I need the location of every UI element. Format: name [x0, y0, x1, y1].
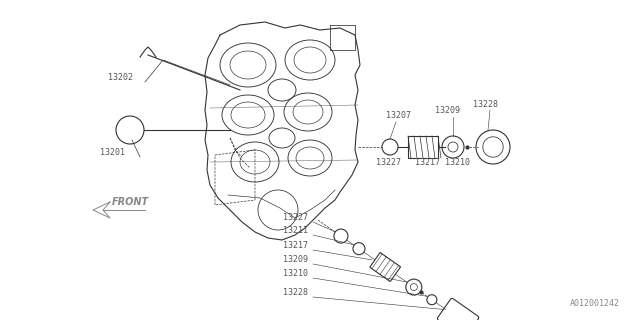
Text: 13217: 13217: [415, 158, 440, 167]
Text: 13217: 13217: [283, 241, 308, 250]
Text: 13202: 13202: [108, 73, 133, 82]
Text: FRONT: FRONT: [112, 197, 149, 207]
Bar: [408, 136, 438, 158]
Text: 13201: 13201: [100, 148, 125, 157]
Text: 13210: 13210: [445, 158, 470, 167]
Text: 13209: 13209: [283, 255, 308, 264]
Text: 13228: 13228: [283, 288, 308, 297]
Text: 13228: 13228: [473, 100, 498, 109]
Text: 13207: 13207: [386, 111, 411, 120]
Text: 13210: 13210: [283, 269, 308, 278]
Text: A012001242: A012001242: [570, 299, 620, 308]
Bar: [370, 252, 401, 282]
Text: 13209: 13209: [435, 106, 460, 115]
Text: 13227: 13227: [283, 213, 308, 222]
Text: 13211: 13211: [283, 226, 308, 235]
Text: 13227: 13227: [376, 158, 401, 167]
